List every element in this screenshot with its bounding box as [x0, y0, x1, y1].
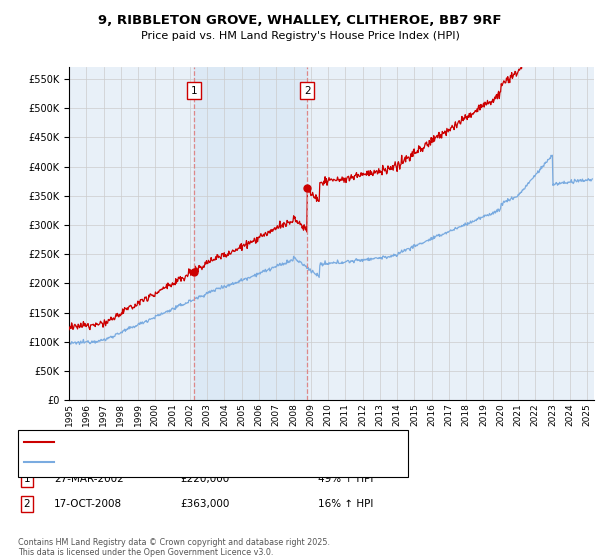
Text: HPI: Average price, detached house, Ribble Valley: HPI: Average price, detached house, Ribb…: [60, 458, 297, 466]
Text: 9, RIBBLETON GROVE, WHALLEY, CLITHEROE, BB7 9RF (detached house): 9, RIBBLETON GROVE, WHALLEY, CLITHEROE, …: [60, 438, 404, 447]
Text: £220,000: £220,000: [180, 474, 229, 484]
Bar: [194, 67, 307, 400]
Text: £363,000: £363,000: [180, 499, 229, 509]
Text: 2: 2: [23, 499, 31, 509]
Text: 27-MAR-2002: 27-MAR-2002: [54, 474, 124, 484]
Text: 2: 2: [304, 86, 310, 96]
Text: 1: 1: [191, 86, 197, 96]
Text: 17-OCT-2008: 17-OCT-2008: [54, 499, 122, 509]
Text: 9, RIBBLETON GROVE, WHALLEY, CLITHEROE, BB7 9RF: 9, RIBBLETON GROVE, WHALLEY, CLITHEROE, …: [98, 14, 502, 27]
Text: 16% ↑ HPI: 16% ↑ HPI: [318, 499, 373, 509]
Text: 49% ↑ HPI: 49% ↑ HPI: [318, 474, 373, 484]
Text: Price paid vs. HM Land Registry's House Price Index (HPI): Price paid vs. HM Land Registry's House …: [140, 31, 460, 41]
Text: Contains HM Land Registry data © Crown copyright and database right 2025.
This d: Contains HM Land Registry data © Crown c…: [18, 538, 330, 557]
Text: 1: 1: [23, 474, 31, 484]
